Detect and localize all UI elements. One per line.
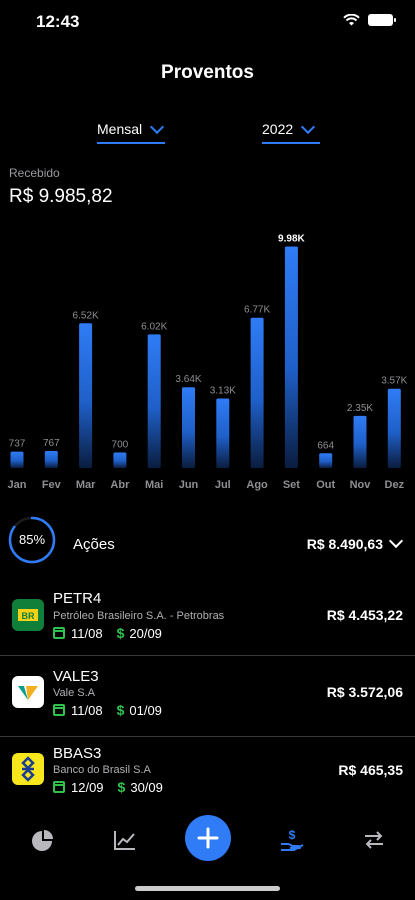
- bar-jul[interactable]: [216, 398, 230, 468]
- status-icons: [343, 14, 396, 26]
- calendar-icon: [53, 627, 65, 639]
- bar-value-label: 3.57K: [381, 376, 407, 387]
- month-label: Set: [283, 479, 300, 491]
- chevron-down-icon: [301, 119, 316, 134]
- dollar-icon: $: [116, 625, 125, 641]
- category-label: Ações: [73, 536, 115, 553]
- month-label: Fev: [42, 479, 62, 491]
- received-value: R$ 9.985,82: [9, 186, 113, 207]
- bar-value-label: 3.64K: [175, 374, 201, 385]
- page-title: Proventos: [161, 62, 254, 83]
- year-dropdown[interactable]: 2022: [262, 116, 320, 144]
- received-label: Recebido: [9, 166, 60, 180]
- tab-bar: $: [0, 812, 415, 872]
- bar-nov[interactable]: [353, 415, 367, 468]
- asset-ticker: BBAS3: [53, 745, 102, 762]
- asset-dates: 11/08 $ 20/09: [53, 625, 162, 641]
- bar-fev[interactable]: [44, 450, 58, 468]
- asset-ticker: PETR4: [53, 590, 102, 607]
- date-com: 11/08: [71, 625, 103, 641]
- bar-jun[interactable]: [182, 387, 195, 468]
- asset-value: R$ 3.572,06: [326, 684, 403, 700]
- chevron-down-icon: [150, 119, 165, 134]
- category-value: R$ 8.490,63: [306, 536, 383, 552]
- date-com: 12/09: [71, 779, 104, 795]
- month-label: Nov: [350, 479, 372, 491]
- battery-icon: [368, 14, 396, 26]
- wifi-icon: [343, 14, 360, 26]
- date-payment: 30/09: [130, 779, 163, 795]
- calendar-icon: [53, 704, 65, 716]
- bar-value-label: 700: [112, 439, 129, 450]
- bar-value-label: 737: [9, 439, 26, 450]
- bar-ago[interactable]: [250, 317, 264, 468]
- asset-company: Banco do Brasil S.A: [53, 764, 151, 776]
- asset-row-vale3[interactable]: VALE3 Vale S.A 11/08 $ 01/09 R$ 3.572,06: [0, 656, 415, 737]
- asset-dates: 12/09 $ 30/09: [53, 779, 163, 795]
- status-bar: 12:43: [0, 0, 415, 46]
- dollar-icon: $: [116, 702, 125, 718]
- month-label: Mar: [76, 479, 96, 491]
- banco-do-brasil-logo: [12, 753, 44, 785]
- month-label: Dez: [385, 479, 405, 491]
- month-label: Ago: [246, 479, 268, 491]
- bar-mar[interactable]: [79, 323, 93, 468]
- dollar-icon: $: [117, 779, 126, 795]
- bar-jan[interactable]: [10, 451, 24, 468]
- transfer-icon[interactable]: [360, 826, 388, 854]
- year-value: 2022: [262, 121, 294, 137]
- asset-row-bbas3[interactable]: BBAS3 Banco do Brasil S.A 12/09 $ 30/09 …: [0, 737, 415, 817]
- home-indicator[interactable]: [135, 886, 280, 891]
- month-label: Jan: [8, 479, 27, 491]
- svg-text:$: $: [289, 828, 296, 842]
- percentage-ring: [8, 516, 56, 564]
- bar-mai[interactable]: [147, 334, 161, 468]
- date-com: 11/08: [71, 702, 103, 718]
- bar-value-label: 767: [43, 438, 60, 449]
- bar-value-label: 6.02K: [141, 321, 167, 332]
- date-payment: 01/09: [129, 702, 162, 718]
- asset-dates: 11/08 $ 01/09: [53, 702, 162, 718]
- bar-dez[interactable]: [387, 388, 401, 468]
- bar-value-label: 3.13K: [210, 386, 236, 397]
- asset-company: Petróleo Brasileiro S.A. - Petrobras: [53, 610, 225, 622]
- bar-value-label: 9.98K: [278, 233, 305, 244]
- pie-chart-icon[interactable]: [28, 826, 56, 854]
- chevron-down-icon[interactable]: [388, 533, 404, 549]
- bar-value-label: 2.35K: [347, 403, 373, 414]
- add-button[interactable]: [185, 815, 231, 861]
- calendar-icon: [53, 781, 65, 793]
- asset-value: R$ 4.453,22: [326, 607, 403, 623]
- asset-value: R$ 465,35: [338, 762, 403, 778]
- category-summary[interactable]: 85% Ações R$ 8.490,63: [0, 516, 415, 572]
- vale-logo: [12, 676, 44, 708]
- petrobras-logo: BR: [12, 599, 44, 631]
- bar-value-label: 6.77K: [244, 305, 270, 316]
- date-payment: 20/09: [129, 625, 162, 641]
- dividends-icon[interactable]: $: [278, 826, 306, 854]
- month-label: Abr: [110, 479, 130, 491]
- bar-set[interactable]: [284, 246, 298, 468]
- bar-value-label: 664: [317, 440, 334, 451]
- asset-row-petr4[interactable]: BR PETR4 Petróleo Brasileiro S.A. - Petr…: [0, 575, 415, 656]
- percentage-text: 85%: [18, 532, 46, 547]
- asset-company: Vale S.A: [53, 687, 95, 699]
- bar-out[interactable]: [319, 453, 333, 468]
- asset-ticker: VALE3: [53, 668, 99, 685]
- period-value: Mensal: [97, 121, 143, 137]
- plus-icon: [197, 827, 219, 849]
- period-dropdown[interactable]: Mensal: [97, 116, 165, 144]
- month-label: Mai: [145, 479, 163, 491]
- line-chart-icon[interactable]: [111, 826, 139, 854]
- month-label: Jul: [215, 479, 231, 491]
- month-label: Out: [316, 479, 335, 491]
- dividends-bar-chart: 737 Jan 767 Fev 6.52K Mar 700 Abr 6.02K Mai 3.64K J…: [8, 233, 408, 491]
- month-label: Jun: [179, 479, 199, 491]
- svg-text:BR: BR: [22, 611, 35, 621]
- bar-abr[interactable]: [113, 452, 127, 468]
- status-time: 12:43: [36, 12, 80, 31]
- bar-value-label: 6.52K: [73, 310, 99, 321]
